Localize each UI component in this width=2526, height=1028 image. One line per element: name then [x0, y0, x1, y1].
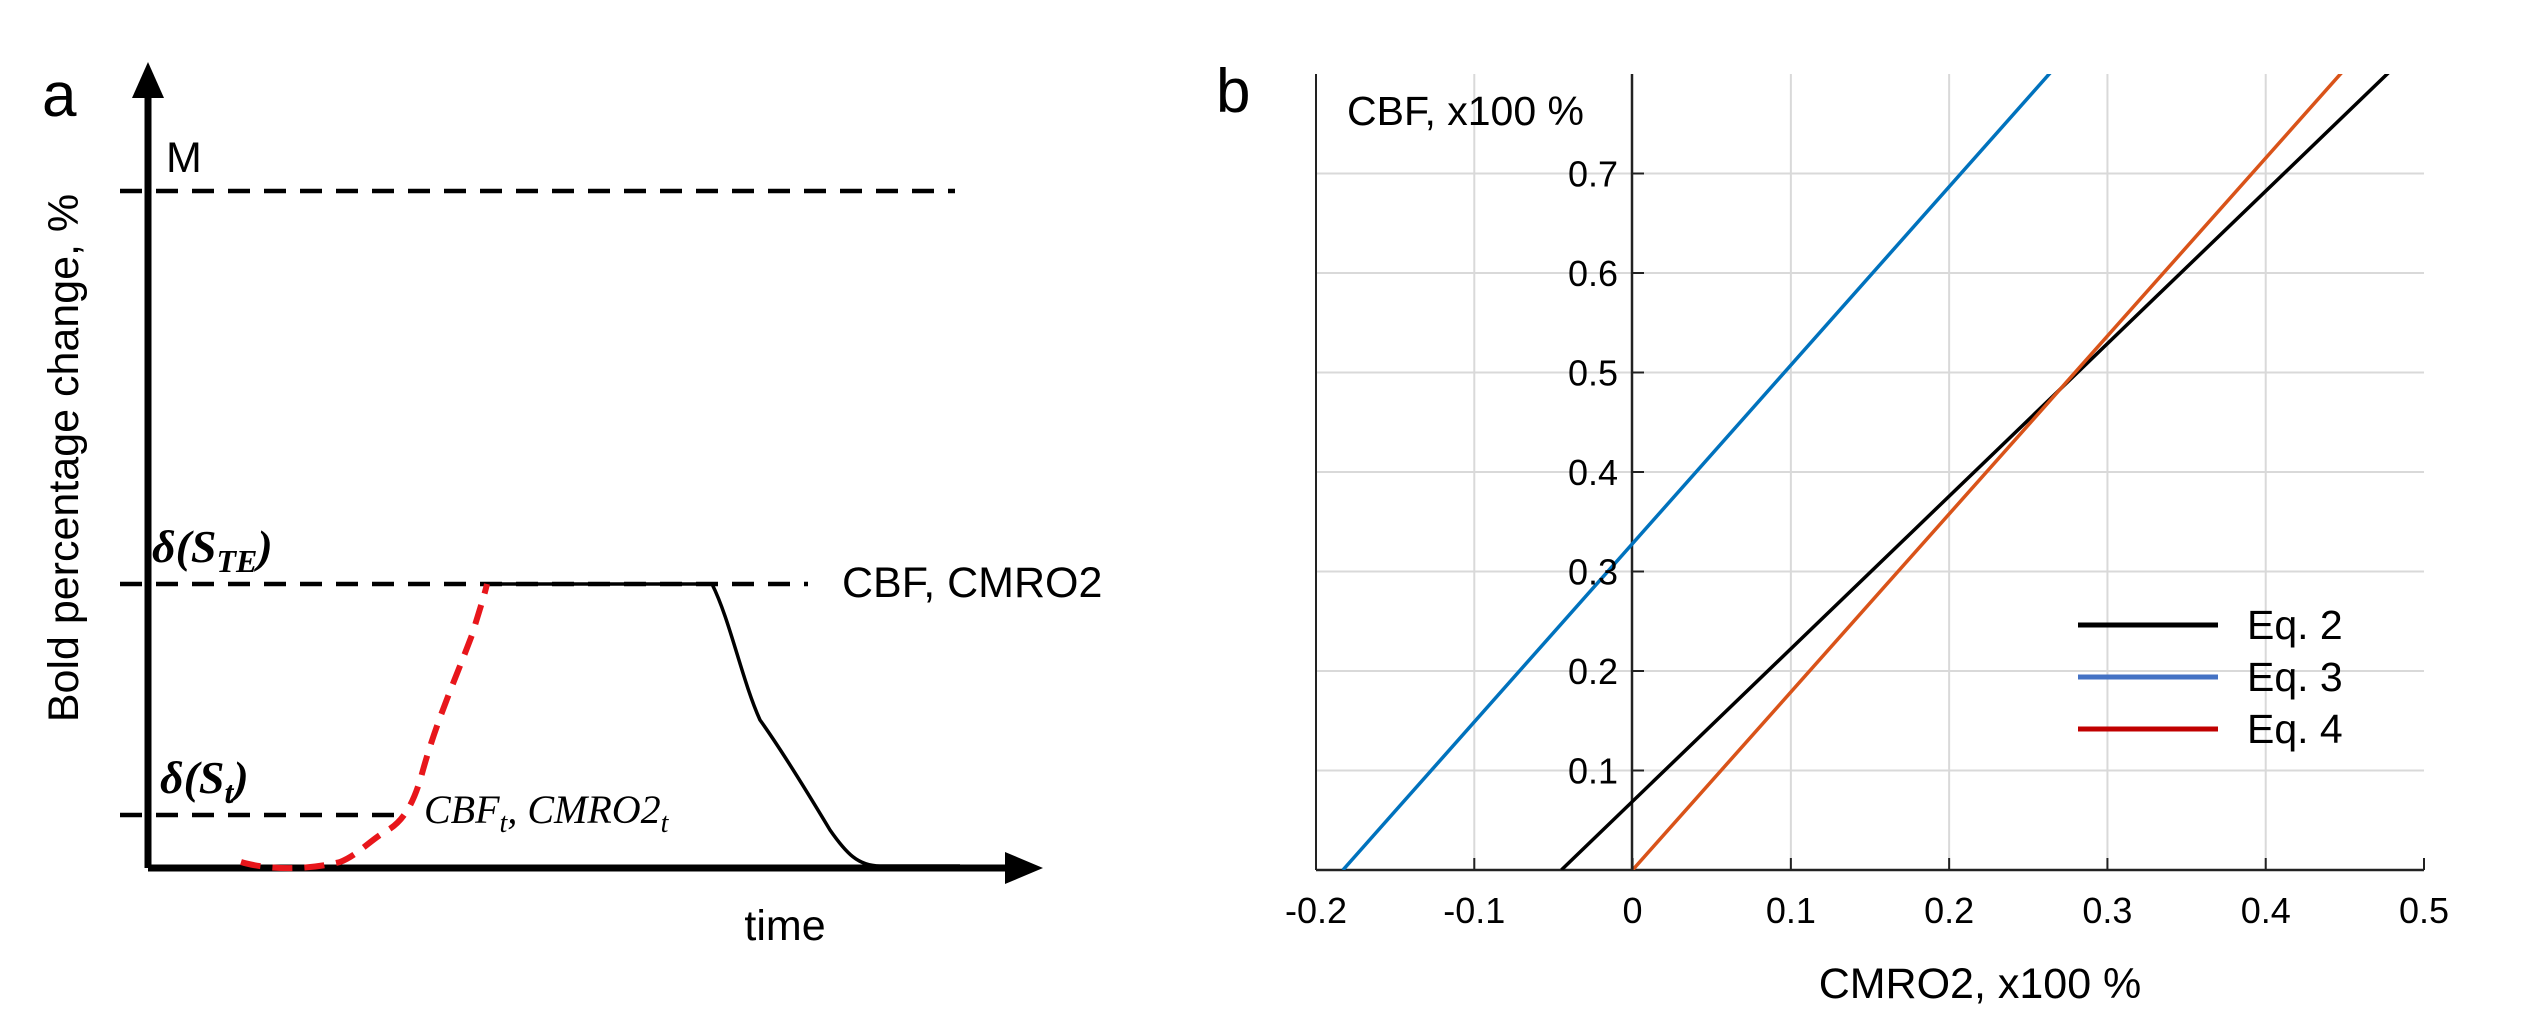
panel-b: b -0.2 -0.1 0 0.1 0.2 0.3 0.4 0.5 0.10.20.30.40…	[1216, 57, 2449, 1008]
annotation-upper: CBF, CMRO2	[842, 559, 1102, 607]
series-line-eq-4	[1631, 74, 2343, 870]
level-label-M: M	[166, 134, 202, 182]
x-tick-label-2: 0	[1623, 890, 1643, 931]
y-axis-arrowhead	[132, 62, 164, 98]
y-ticks: 0.1 0.2 0.3 0.4 0.5 0.6 0.7	[1568, 154, 1644, 792]
y-tick-label-0: 0.1	[1568, 751, 1618, 792]
x-axis-arrowhead	[1005, 852, 1043, 884]
panel-b-label: b	[1216, 57, 1250, 126]
x-tick-label-0: -0.2	[1285, 890, 1347, 931]
y-tick-label-4: 0.5	[1568, 353, 1618, 394]
y-tick-label-1: 0.2	[1568, 651, 1618, 692]
x-tick-label-7: 0.5	[2399, 890, 2449, 931]
y-axis-title: CBF, x100 %	[1347, 88, 1584, 134]
y-tick-label-3: 0.4	[1568, 452, 1618, 493]
x-tick-label-3: 0.1	[1766, 890, 1816, 931]
panel-a: a Bold percentage change, % time M δ(STE…	[40, 61, 1102, 950]
y-tick-label-6: 0.7	[1568, 154, 1618, 195]
bold-response-curve	[487, 582, 960, 868]
series-lines	[1341, 74, 2390, 870]
legend-label-0: Eq. 2	[2247, 602, 2343, 648]
level-label-S-t: δ(St)	[160, 752, 249, 810]
y-axis-label: Bold percentage change, %	[40, 194, 88, 722]
x-tick-label-6: 0.4	[2241, 890, 2291, 931]
series-line-eq-3	[1341, 74, 2052, 870]
series-line-eq-2	[1560, 74, 2390, 870]
legend: Eq. 2 Eq. 3 Eq. 4	[2078, 602, 2343, 752]
panel-a-label: a	[42, 61, 77, 130]
legend-label-1: Eq. 3	[2247, 654, 2343, 700]
y-tick-label-5: 0.6	[1568, 253, 1618, 294]
x-ticks: -0.2 -0.1 0 0.1 0.2 0.3 0.4 0.5	[1285, 858, 2449, 931]
onset-dashed-curve	[240, 583, 490, 872]
x-axis-label: time	[744, 902, 825, 950]
x-axis-title: CMRO2, x100 %	[1819, 960, 2142, 1008]
level-label-S-TE: δ(STE)	[152, 521, 273, 579]
x-tick-label-4: 0.2	[1924, 890, 1974, 931]
annotation-lower: CBFt, CMRO2t	[424, 787, 670, 839]
y-tick-label-2: 0.3	[1568, 552, 1618, 593]
x-tick-label-1: -0.1	[1443, 890, 1505, 931]
legend-label-2: Eq. 4	[2247, 706, 2343, 752]
x-tick-label-5: 0.3	[2082, 890, 2132, 931]
